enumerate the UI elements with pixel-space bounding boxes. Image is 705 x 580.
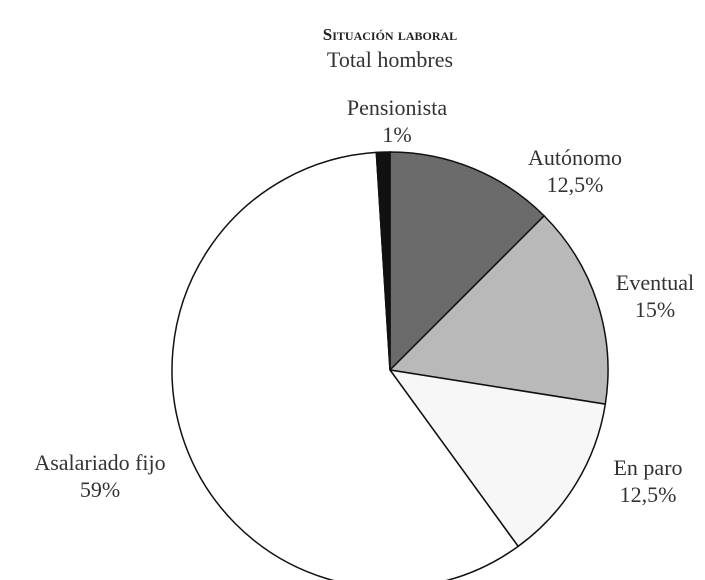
chart-subtitle: Total hombres [327,47,453,72]
pie-slice [171,151,520,580]
slice-value-label: 1% [382,122,411,147]
pie-slice [388,214,609,405]
slice-value-label: 59% [80,477,120,502]
slice-value-label: 15% [635,297,675,322]
slice-value-label: 12,5% [547,172,604,197]
slice-label: Asalariado fijo [34,450,165,475]
slice-label: Eventual [616,270,694,295]
slice-label: Pensionista [347,95,447,120]
pie-slice [389,151,546,372]
slice-label: En paro [613,455,682,480]
slice-value-label: 12,5% [620,482,677,507]
pie-slice [375,151,391,371]
chart-title: Situación laboral [323,25,457,44]
slice-label: Autónomo [528,145,622,170]
pie-slice [388,368,607,548]
